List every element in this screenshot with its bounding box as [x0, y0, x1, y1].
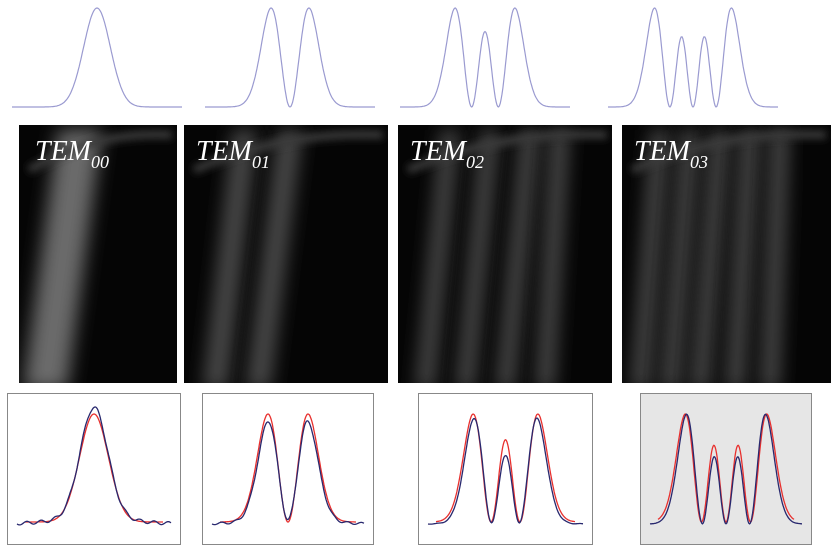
measured-curve [649, 413, 802, 525]
fit-curve [435, 413, 576, 523]
beam-image [184, 125, 388, 383]
mode-label: TEM03 [634, 136, 708, 172]
beam-band [631, 130, 669, 383]
theory-curve [12, 7, 182, 108]
beam-band [726, 130, 759, 383]
beam-band [246, 130, 302, 383]
beam-band [456, 130, 499, 383]
beam-band [536, 130, 569, 383]
beam-image [19, 125, 177, 383]
profile-box [7, 393, 181, 545]
theory-curve [205, 7, 375, 108]
beam-band [761, 130, 789, 383]
beam-image [398, 125, 612, 383]
beam-band [691, 130, 729, 383]
beam-band [23, 130, 102, 383]
glare [630, 130, 827, 174]
fit-curve [25, 413, 163, 523]
theory-curve [608, 7, 778, 108]
mode-label: TEM02 [410, 136, 484, 172]
glare [26, 130, 173, 174]
mode-label: TEM01 [196, 136, 270, 172]
beam-band [416, 130, 459, 383]
measured-curve [427, 417, 584, 525]
fit-curve [657, 413, 795, 523]
profile-box [640, 393, 812, 545]
beam-band [203, 130, 257, 383]
beam-band [496, 130, 539, 383]
beam-band [661, 130, 699, 383]
glare [406, 130, 608, 174]
measured-curve [211, 420, 365, 526]
mode-label: TEM00 [35, 136, 109, 172]
glare [192, 130, 384, 174]
theory-curve [400, 7, 570, 108]
beam-image [622, 125, 831, 383]
fit-curve [220, 413, 356, 523]
measured-curve [16, 406, 172, 526]
